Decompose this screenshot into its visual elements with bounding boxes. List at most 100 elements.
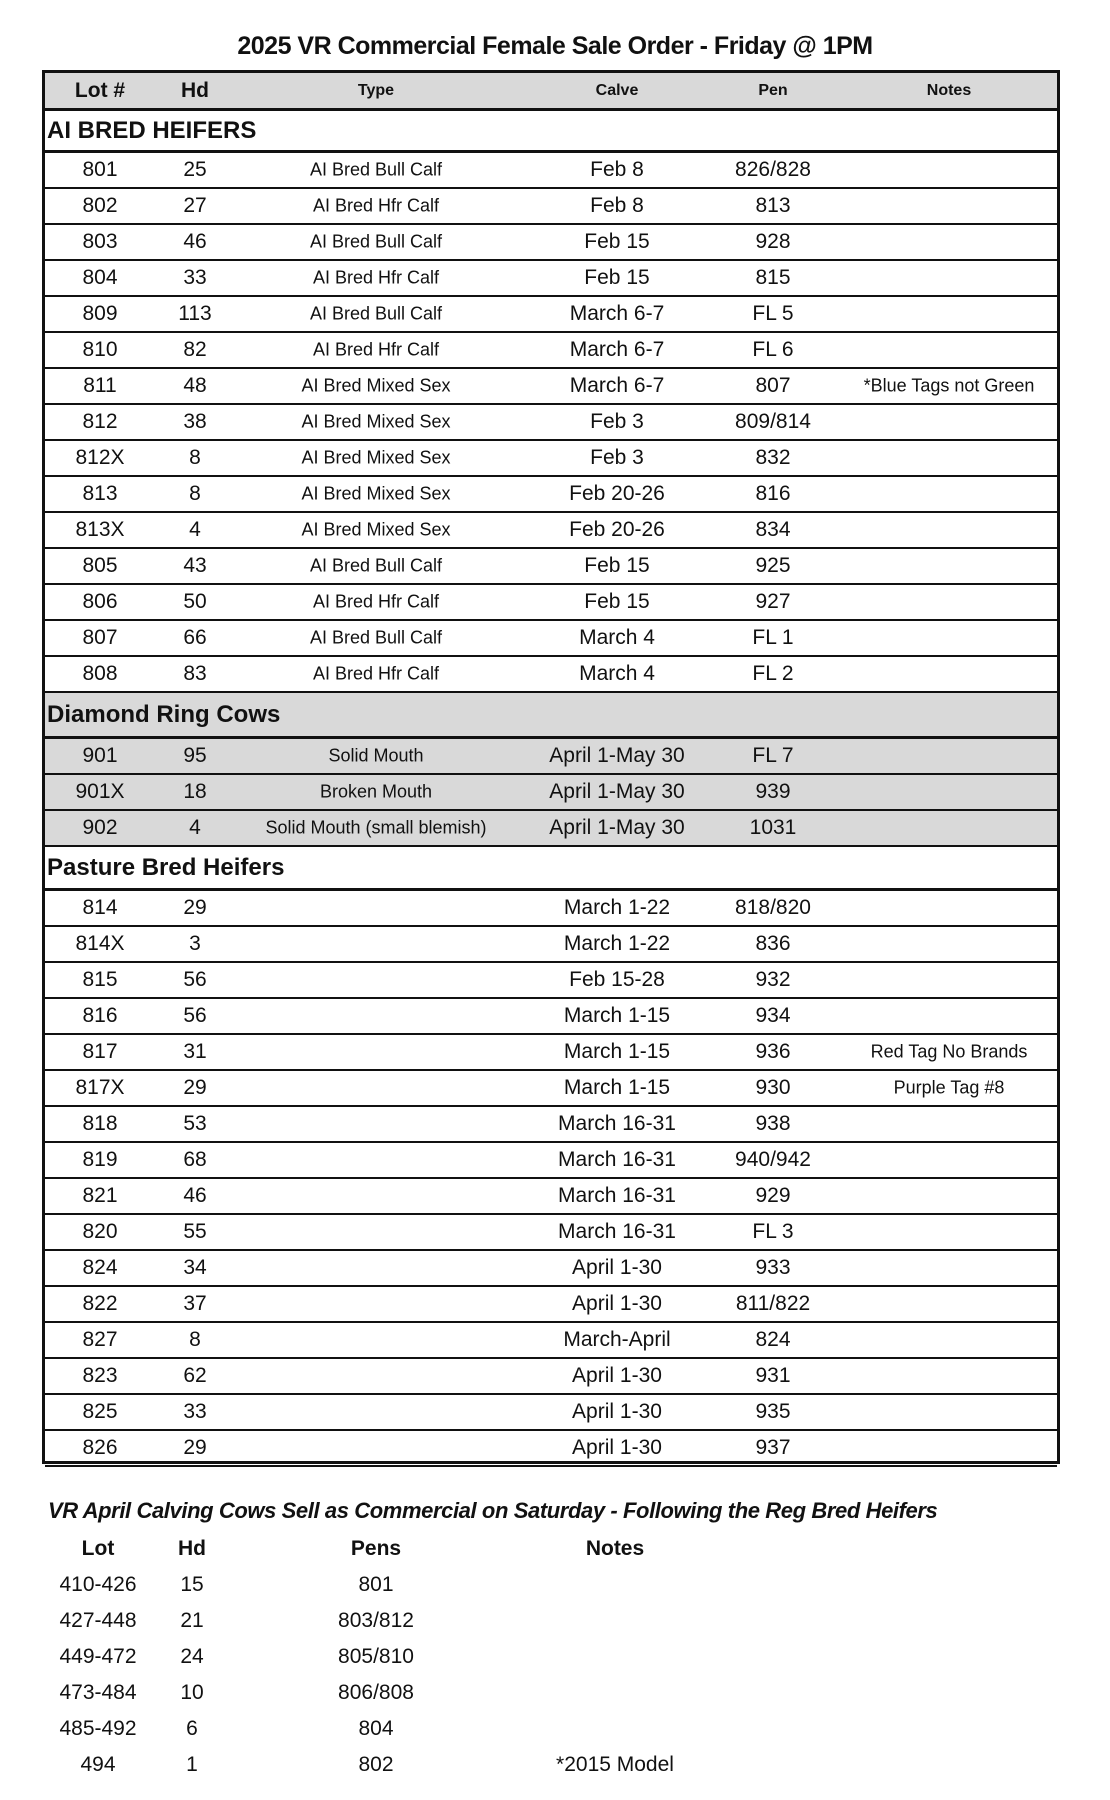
cell-type: AI Bred Mixed Sex — [301, 375, 451, 396]
cell-lot: 807 — [82, 626, 118, 649]
cell-pen: 930 — [755, 1076, 791, 1099]
cell-type: AI Bred Mixed Sex — [301, 483, 451, 504]
column-header-type: Type — [357, 81, 395, 99]
table-row: 815 56 Feb 15-28 932 — [45, 963, 1057, 999]
cell-lot: 812 — [82, 410, 118, 433]
cell-calve: Feb 3 — [590, 410, 644, 433]
table-row: 814 29 March 1-22 818/820 — [45, 891, 1057, 927]
cell-calve: March 4 — [579, 626, 655, 649]
table-row: 809 113 AI Bred Bull Calf March 6-7 FL 5 — [45, 297, 1057, 333]
cell-hd: 8 — [189, 482, 201, 505]
saturday-cell-pens: 803/812 — [338, 1609, 414, 1632]
cell-calve: April 1-May 30 — [549, 744, 685, 767]
cell-notes: Purple Tag #8 — [893, 1077, 1005, 1098]
saturday-cell-pens: 802 — [358, 1753, 394, 1776]
table-row: 813 8 AI Bred Mixed Sex Feb 20-26 816 — [45, 477, 1057, 513]
cell-calve: Feb 20-26 — [569, 482, 665, 505]
cell-lot: 813 — [82, 482, 118, 505]
cell-calve: Feb 15 — [584, 230, 650, 253]
cell-hd: 48 — [183, 374, 207, 397]
cell-calve: Feb 15 — [584, 590, 650, 613]
saturday-cell-pens: 801 — [358, 1573, 394, 1596]
saturday-cell-lot: 494 — [80, 1753, 116, 1776]
cell-lot: 814 — [82, 896, 118, 919]
cell-notes: *Blue Tags not Green — [863, 375, 1035, 396]
cell-calve: March 16-31 — [558, 1112, 676, 1135]
cell-hd: 4 — [189, 518, 201, 541]
cell-pen: 931 — [755, 1364, 791, 1387]
cell-calve: March 6-7 — [569, 302, 665, 325]
cell-lot: 823 — [82, 1364, 118, 1387]
cell-pen: 937 — [755, 1436, 791, 1459]
cell-calve: March 1-22 — [563, 932, 671, 955]
cell-lot: 819 — [82, 1148, 118, 1171]
cell-calve: March 6-7 — [569, 338, 665, 361]
cell-lot: 801 — [82, 158, 118, 181]
cell-calve: March 1-15 — [563, 1004, 671, 1027]
saturday-sale-title: VR April Calving Cows Sell as Commercial… — [48, 1498, 938, 1523]
sale-order-table: Lot # Hd Type Calve Pen Notes AI BRED HE… — [42, 70, 1060, 1467]
saturday-cell-hd: 24 — [180, 1645, 204, 1668]
saturday-row: 473-484 10 806/808 — [0, 1675, 1110, 1711]
cell-lot: 803 — [82, 230, 118, 253]
table-row: 802 27 AI Bred Hfr Calf Feb 8 813 — [45, 189, 1057, 225]
table-row: 808 83 AI Bred Hfr Calf March 4 FL 2 — [45, 657, 1057, 693]
cell-pen: 811/822 — [735, 1292, 811, 1315]
table-row: 822 37 April 1-30 811/822 — [45, 1287, 1057, 1323]
cell-hd: 27 — [183, 194, 207, 217]
cell-lot: 824 — [82, 1256, 118, 1279]
saturday-cell-hd: 6 — [186, 1717, 198, 1740]
section-heading-text: AI BRED HEIFERS — [47, 116, 257, 144]
cell-pen: 925 — [755, 554, 791, 577]
saturday-cell-lot: 410-426 — [59, 1573, 137, 1596]
cell-type: Broken Mouth — [319, 781, 433, 802]
cell-calve: Feb 15 — [584, 266, 650, 289]
cell-lot: 810 — [82, 338, 118, 361]
cell-pen: 815 — [755, 266, 791, 289]
cell-hd: 95 — [183, 744, 207, 767]
column-header-lot: Lot # — [74, 78, 126, 102]
column-header-notes: Notes — [926, 81, 972, 99]
saturday-row: 449-472 24 805/810 — [0, 1639, 1110, 1675]
cell-hd: 31 — [183, 1040, 207, 1063]
cell-calve: April 1-30 — [572, 1292, 662, 1315]
cell-lot: 811 — [83, 374, 117, 397]
cell-lot: 818 — [82, 1112, 118, 1135]
table-row: 810 82 AI Bred Hfr Calf March 6-7 FL 6 — [45, 333, 1057, 369]
table-row: 901 95 Solid Mouth April 1-May 30 FL 7 — [45, 739, 1057, 775]
saturday-row: 494 1 802 *2015 Model — [0, 1747, 1110, 1783]
cell-pen: 834 — [755, 518, 791, 541]
column-header-pen: Pen — [758, 81, 788, 99]
cell-hd: 46 — [183, 230, 207, 253]
cell-calve: April 1-30 — [572, 1256, 662, 1279]
cell-hd: 56 — [183, 1004, 207, 1027]
cell-pen: 940/942 — [735, 1148, 811, 1171]
saturday-header-notes: Notes — [585, 1537, 645, 1560]
cell-calve: Feb 3 — [590, 446, 644, 469]
cell-type: AI Bred Bull Calf — [309, 303, 443, 324]
saturday-cell-hd: 15 — [180, 1573, 204, 1596]
cell-lot: 901 — [82, 744, 118, 767]
table-row: 827 8 March-April 824 — [45, 1323, 1057, 1359]
table-row: 817X 29 March 1-15 930 Purple Tag #8 — [45, 1071, 1057, 1107]
saturday-row: 427-448 21 803/812 — [0, 1603, 1110, 1639]
cell-pen: FL 1 — [752, 626, 794, 649]
cell-calve: Feb 8 — [590, 194, 644, 217]
table-row: 823 62 April 1-30 931 — [45, 1359, 1057, 1395]
table-row: 825 33 April 1-30 935 — [45, 1395, 1057, 1431]
cell-hd: 53 — [183, 1112, 207, 1135]
section-heading-text: Diamond Ring Cows — [47, 700, 281, 728]
cell-type: AI Bred Mixed Sex — [301, 411, 451, 432]
saturday-row: 485-492 6 804 — [0, 1711, 1110, 1747]
table-row: 818 53 March 16-31 938 — [45, 1107, 1057, 1143]
cell-lot: 806 — [82, 590, 118, 613]
cell-hd: 29 — [183, 1076, 207, 1099]
saturday-cell-lot: 427-448 — [59, 1609, 137, 1632]
table-row: 902 4 Solid Mouth (small blemish) April 1-M… — [45, 811, 1057, 847]
cell-pen: FL 2 — [752, 662, 794, 685]
cell-lot: 809 — [82, 302, 118, 325]
cell-hd: 8 — [189, 446, 201, 469]
saturday-cell-hd: 21 — [180, 1609, 204, 1632]
cell-calve: March 16-31 — [558, 1184, 676, 1207]
cell-pen: FL 6 — [752, 338, 794, 361]
